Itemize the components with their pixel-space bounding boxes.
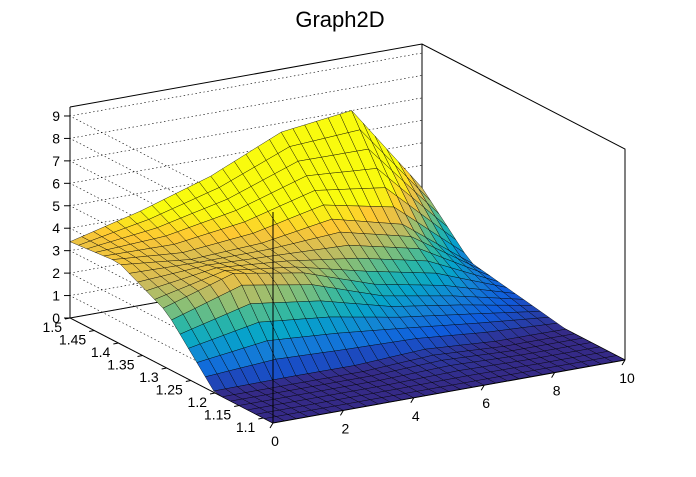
top-back-edge (69, 43, 626, 360)
z-tick-label: 5 (52, 198, 60, 214)
y-tick-mark (89, 330, 95, 332)
x-tick-mark (339, 410, 344, 416)
y-tick-label: 1.1 (236, 419, 256, 435)
x-tick-label: 0 (271, 433, 279, 449)
chart-title: Graph2D (295, 7, 384, 32)
y-tick-mark (234, 405, 240, 407)
z-tick-label: 8 (52, 130, 60, 146)
y-tick-label: 1.5 (43, 319, 63, 335)
z-tick-label: 6 (52, 175, 60, 191)
x-tick-label: 8 (553, 383, 561, 399)
y-tick-label: 1.45 (59, 332, 86, 348)
z-tick-label: 7 (52, 153, 60, 169)
y-tick-label: 1.2 (188, 394, 208, 410)
y-tick-mark (258, 417, 264, 420)
x-tick-label: 4 (412, 408, 420, 424)
x-tick-label: 6 (482, 395, 490, 411)
y-tick-label: 1.4 (91, 344, 111, 360)
x-tick-label: 2 (342, 420, 350, 436)
axes-frame-front (272, 212, 626, 424)
z-tick-label: 1 (52, 288, 60, 304)
z-tick-label: 9 (52, 108, 60, 124)
y-tick-mark (137, 355, 143, 357)
z-tick-label: 0 (52, 310, 60, 326)
y-tick-mark (209, 392, 216, 395)
axis-ticks: 0 2 4 6 8 10 1.51.45 1.41.35 1.31.25 1.21.15 1.1 0 1… (43, 108, 635, 449)
y-tick-mark (113, 342, 119, 345)
surface-mesh (69, 110, 626, 424)
y-tick-label: 1.25 (156, 382, 183, 398)
x-tick-mark (410, 397, 415, 404)
y-tick-label: 1.3 (139, 369, 159, 385)
y-tick-label: 1.15 (204, 407, 231, 423)
y-tick-mark (161, 367, 167, 370)
x-tick-mark (621, 359, 626, 366)
y-tick-label: 1.35 (107, 357, 134, 373)
z-tick-label: 3 (52, 243, 60, 259)
z-tick-label: 2 (52, 265, 60, 281)
x-tick-label: 10 (619, 370, 635, 386)
z-tick-label: 4 (52, 220, 60, 236)
x-tick-mark (480, 384, 485, 391)
y-tick-mark (185, 380, 191, 382)
x-axis-line (272, 359, 626, 424)
x-tick-mark (551, 372, 556, 378)
x-tick-mark (269, 422, 274, 429)
